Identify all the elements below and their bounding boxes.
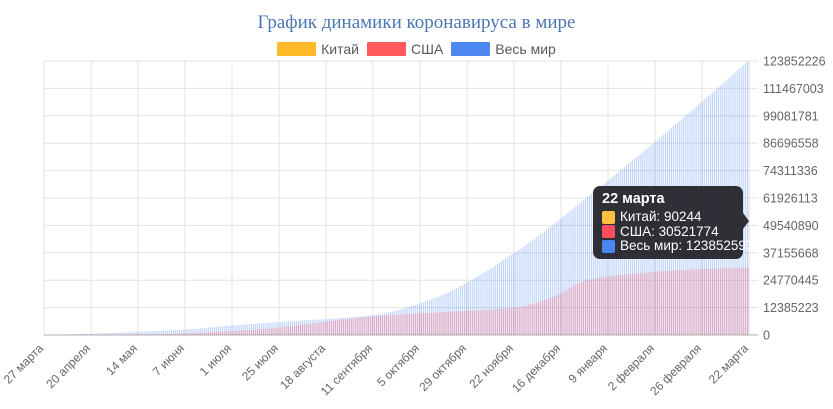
- svg-text:49540890: 49540890: [763, 219, 819, 233]
- svg-text:22 марта: 22 марта: [706, 341, 752, 387]
- svg-text:5 октября: 5 октября: [374, 341, 422, 389]
- svg-text:14 мая: 14 мая: [103, 341, 140, 378]
- svg-text:24770445: 24770445: [763, 274, 819, 288]
- svg-text:7 июня: 7 июня: [150, 341, 187, 378]
- svg-text:0: 0: [763, 329, 770, 343]
- svg-text:1 июля: 1 июля: [197, 341, 234, 378]
- svg-text:29 октября: 29 октября: [416, 341, 469, 394]
- svg-text:86696558: 86696558: [763, 137, 819, 151]
- svg-text:26 февраля: 26 февраля: [647, 341, 704, 398]
- svg-text:111467003: 111467003: [763, 82, 824, 96]
- svg-text:123852226: 123852226: [763, 55, 826, 69]
- svg-text:74311336: 74311336: [763, 164, 818, 178]
- svg-text:20 апреля: 20 апреля: [43, 341, 93, 391]
- svg-text:37155668: 37155668: [763, 246, 819, 260]
- svg-text:99081781: 99081781: [763, 109, 819, 123]
- svg-text:61926113: 61926113: [763, 192, 818, 206]
- svg-text:22 ноября: 22 ноября: [466, 341, 516, 391]
- svg-text:12385223: 12385223: [763, 301, 819, 315]
- svg-text:27 марта: 27 марта: [1, 341, 47, 387]
- svg-text:25 июля: 25 июля: [239, 341, 281, 383]
- svg-text:16 декабря: 16 декабря: [509, 341, 563, 395]
- svg-text:9 января: 9 января: [566, 341, 611, 386]
